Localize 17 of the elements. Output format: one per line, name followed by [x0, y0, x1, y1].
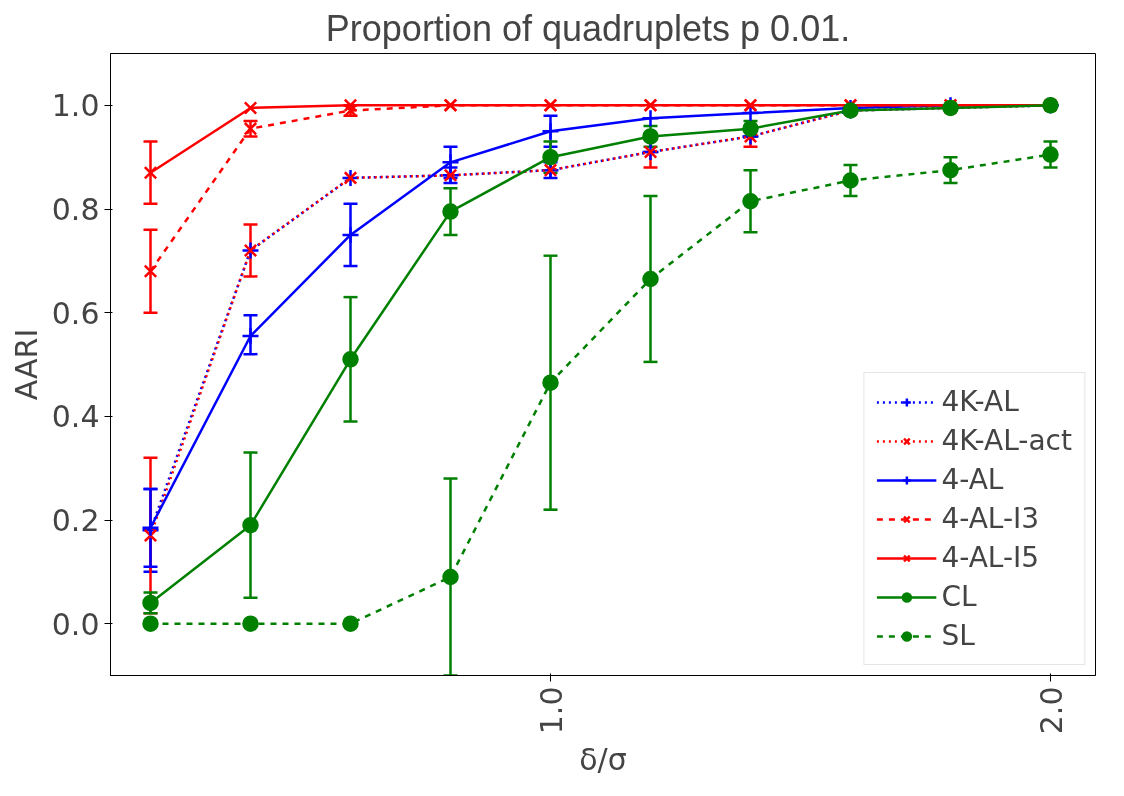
- y-tick-label: 0.2: [51, 503, 100, 538]
- x-tick-label: 2.0: [1033, 686, 1069, 735]
- legend-label: 4K-AL-act: [941, 424, 1072, 457]
- legend-label: 4-AL: [941, 463, 1004, 496]
- legend-label: SL: [941, 619, 975, 652]
- chart-title: Proportion of quadruplets p 0.01.: [325, 7, 851, 49]
- legend-label: CL: [941, 580, 977, 613]
- y-tick-label: 0.4: [51, 399, 100, 435]
- y-tick-label: 0.6: [51, 295, 100, 331]
- y-axis-title: AARI: [8, 328, 44, 401]
- y-tick-label: 0.8: [51, 192, 100, 227]
- y-tick-label: 1.0: [51, 88, 100, 124]
- y-tick-label: 0.0: [51, 606, 100, 642]
- legend-label: 4-AL-I5: [941, 541, 1040, 574]
- x-axis-title: δ/σ: [579, 742, 627, 778]
- legend-label: 4-AL-I3: [941, 502, 1040, 535]
- legend-label: 4K-AL: [941, 385, 1019, 418]
